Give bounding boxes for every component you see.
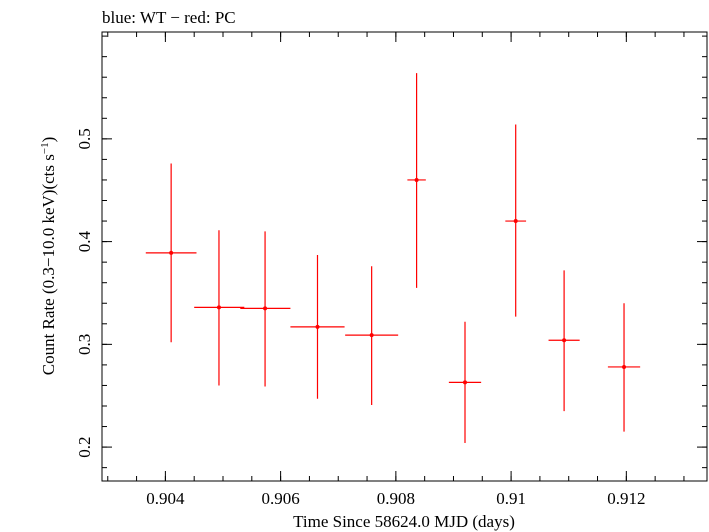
point-marker [622,364,627,369]
y-axis-label-main: Count Rate (0.3−10.0 keV)(cts s [39,154,58,375]
y-tick-label: 0.4 [75,230,94,252]
x-tick-label: 0.912 [607,489,645,508]
y-axis-label: Count Rate (0.3−10.0 keV)(cts s−1) [39,137,58,376]
data-point [290,254,345,399]
data-point [407,73,426,288]
point-marker [414,177,419,182]
data-point [548,270,580,412]
data-point [194,230,245,386]
point-marker [513,219,518,224]
axis-ticks [102,32,707,481]
x-tick-label: 0.906 [261,489,299,508]
plot-frame [101,31,708,482]
data-point [505,124,527,317]
point-marker [562,338,567,343]
data-point [240,231,291,387]
y-axis-label-sup: −1 [39,142,51,154]
data-point [607,303,641,432]
y-axis-label-end: ) [39,137,58,143]
point-marker [169,250,174,255]
point-marker [369,333,374,338]
y-tick-label: 0.5 [75,128,94,149]
chart-title: blue: WT − red: PC [102,8,236,27]
data-point [448,321,482,443]
data-point [145,163,197,343]
x-tick-label: 0.904 [146,489,185,508]
axis-tick-labels: 0.904 0.906 0.908 0.91 0.912 0.2 0.3 0.4 0.5 [75,128,645,508]
data-points [145,73,641,443]
x-axis-label: Time Since 58624.0 MJD (days) [293,512,515,531]
y-tick-label: 0.2 [75,436,94,457]
point-marker [263,306,268,311]
x-tick-label: 0.908 [377,489,415,508]
point-marker [216,305,221,310]
y-tick-label: 0.3 [75,334,94,355]
data-point [345,266,399,405]
x-tick-label: 0.91 [496,489,526,508]
point-marker [463,380,467,385]
point-marker [315,324,320,329]
